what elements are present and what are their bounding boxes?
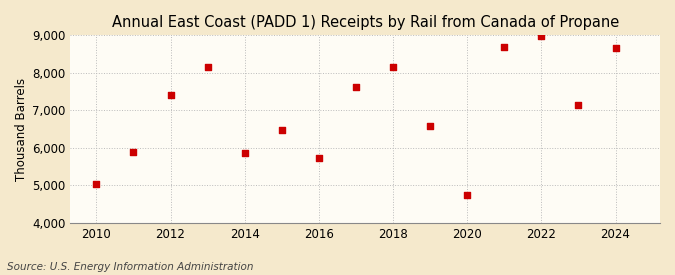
Point xyxy=(128,149,139,154)
Point xyxy=(387,65,398,69)
Point xyxy=(462,192,472,197)
Point xyxy=(165,93,176,98)
Point xyxy=(202,65,213,69)
Point xyxy=(573,103,584,108)
Y-axis label: Thousand Barrels: Thousand Barrels xyxy=(15,78,28,181)
Text: Source: U.S. Energy Information Administration: Source: U.S. Energy Information Administ… xyxy=(7,262,253,272)
Point xyxy=(276,128,287,132)
Point xyxy=(425,124,435,128)
Point xyxy=(499,44,510,49)
Point xyxy=(610,45,621,50)
Point xyxy=(313,156,324,161)
Point xyxy=(536,34,547,38)
Title: Annual East Coast (PADD 1) Receipts by Rail from Canada of Propane: Annual East Coast (PADD 1) Receipts by R… xyxy=(111,15,619,30)
Point xyxy=(239,151,250,156)
Point xyxy=(91,181,102,186)
Point xyxy=(350,85,361,89)
